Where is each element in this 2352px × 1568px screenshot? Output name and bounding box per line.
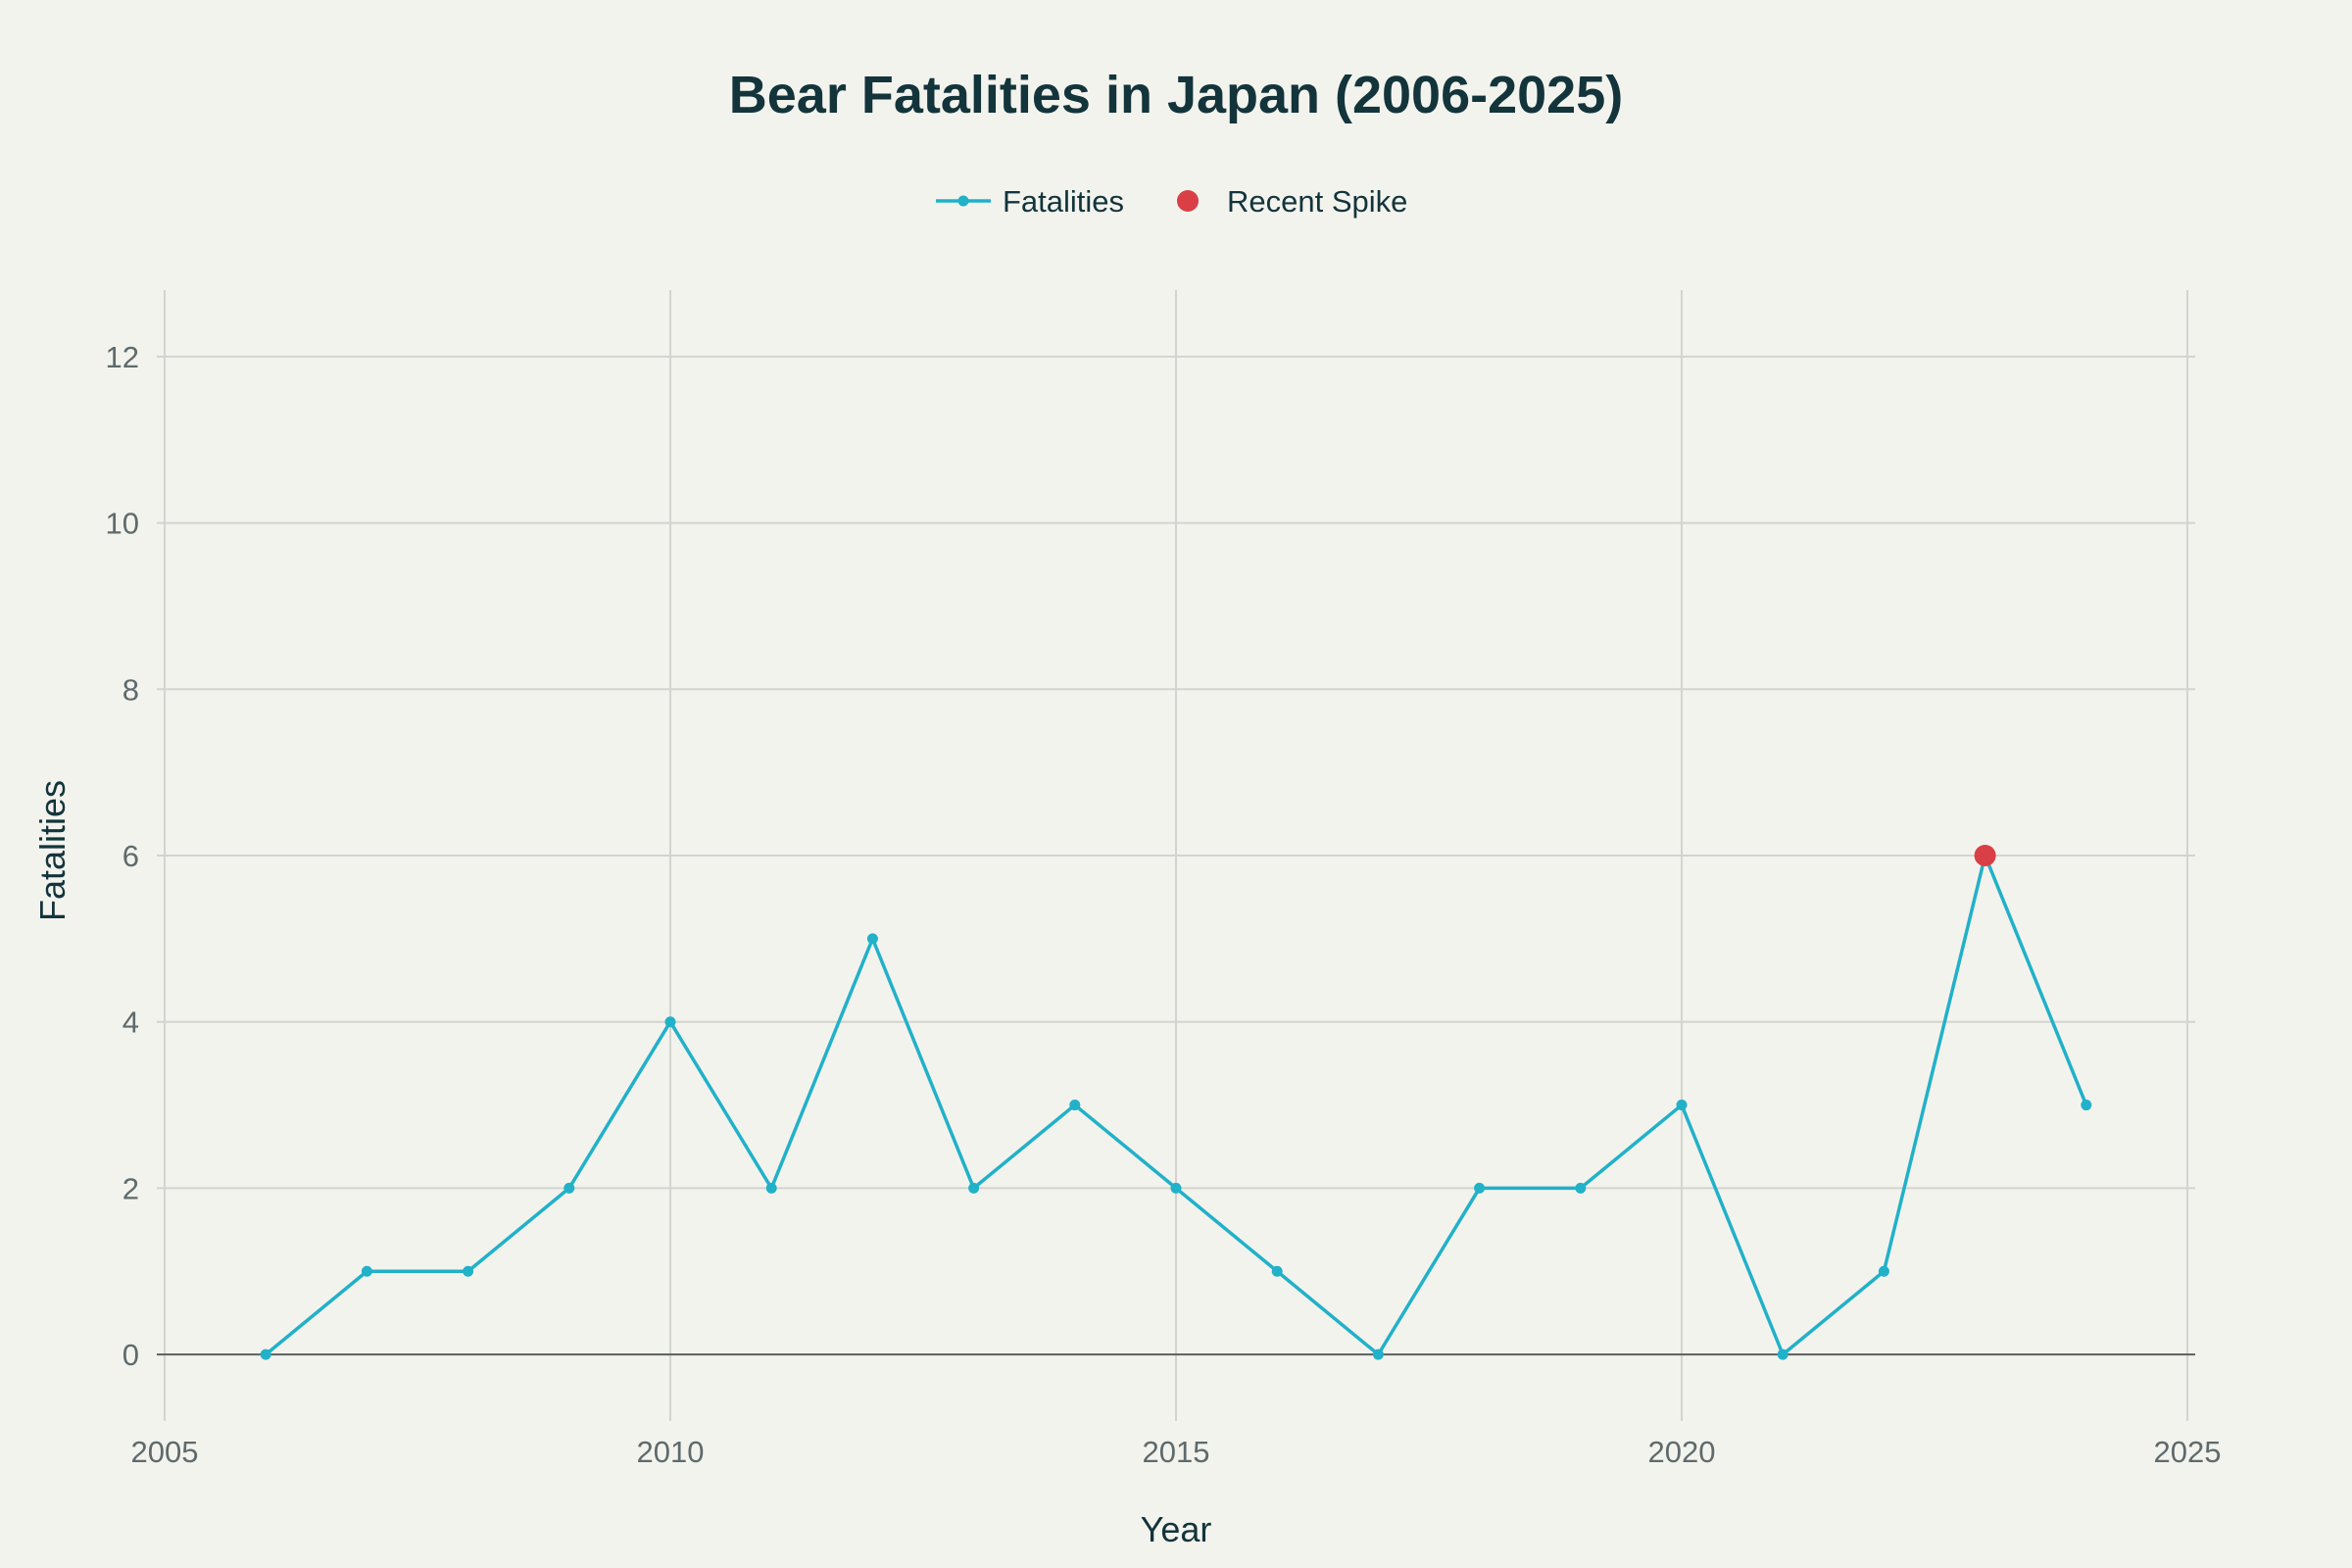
data-point-fatalities-2021[interactable] xyxy=(1777,1348,1788,1360)
data-point-fatalities-2016[interactable] xyxy=(1271,1265,1283,1277)
data-point-fatalities-2015[interactable] xyxy=(1170,1182,1182,1194)
y-tick-label-0: 0 xyxy=(122,1338,139,1372)
y-tick-label-2: 2 xyxy=(122,1171,139,1205)
grid xyxy=(157,290,2195,1421)
series-fatalities xyxy=(260,850,2092,1360)
legend-label-fatalities: Fatalities xyxy=(1003,184,1124,219)
y-tick-label-10: 10 xyxy=(106,507,139,541)
legend-label-recent-spike: Recent Spike xyxy=(1227,184,1407,219)
legend-marker-recent-spike xyxy=(1177,190,1199,212)
x-tick-label-2025: 2025 xyxy=(2154,1435,2222,1469)
data-point-fatalities-2012[interactable] xyxy=(866,933,878,945)
y-tick-label-12: 12 xyxy=(106,340,139,374)
data-point-fatalities-2024[interactable] xyxy=(2081,1100,2092,1111)
data-point-fatalities-2013[interactable] xyxy=(968,1182,980,1194)
x-tick-label-2020: 2020 xyxy=(1648,1435,1716,1469)
y-axis-title: Fatalities xyxy=(32,780,73,921)
series-recent-spike xyxy=(1974,845,1996,866)
data-point-fatalities-2020[interactable] xyxy=(1676,1100,1688,1111)
data-point-fatalities-2014[interactable] xyxy=(1069,1100,1081,1111)
legend-item-fatalities[interactable]: Fatalities xyxy=(936,184,1124,219)
data-point-fatalities-2022[interactable] xyxy=(1878,1265,1889,1277)
legend[interactable]: Fatalities Recent Spike xyxy=(936,184,1407,219)
y-tick-label-4: 4 xyxy=(122,1005,139,1040)
x-tick-label-2005: 2005 xyxy=(131,1435,199,1469)
data-point-fatalities-2010[interactable] xyxy=(664,1016,676,1028)
x-tick-label-2010: 2010 xyxy=(637,1435,705,1469)
data-point-fatalities-2008[interactable] xyxy=(463,1265,474,1277)
data-point-fatalities-2018[interactable] xyxy=(1474,1182,1486,1194)
data-point-fatalities-2006[interactable] xyxy=(260,1348,271,1360)
data-point-fatalities-2017[interactable] xyxy=(1372,1348,1384,1360)
data-point-fatalities-2019[interactable] xyxy=(1575,1182,1587,1194)
y-tick-label-6: 6 xyxy=(122,839,139,873)
data-point-fatalities-2009[interactable] xyxy=(564,1182,575,1194)
series xyxy=(260,845,2092,1360)
axes: 2005 2010 2015 2020 2025 0 2 4 6 8 10 12 xyxy=(106,340,2222,1469)
y-tick-label-8: 8 xyxy=(122,672,139,707)
data-point-recent-spike-2023[interactable] xyxy=(1974,845,1996,866)
legend-marker-fatalities xyxy=(957,195,969,207)
chart-title: Bear Fatalities in Japan (2006-2025) xyxy=(729,66,1623,124)
x-axis-title: Year xyxy=(1141,1509,1212,1549)
data-point-fatalities-2011[interactable] xyxy=(765,1182,777,1194)
legend-item-recent-spike[interactable]: Recent Spike xyxy=(1177,184,1407,219)
x-tick-label-2015: 2015 xyxy=(1143,1435,1210,1469)
data-point-fatalities-2007[interactable] xyxy=(361,1265,372,1277)
